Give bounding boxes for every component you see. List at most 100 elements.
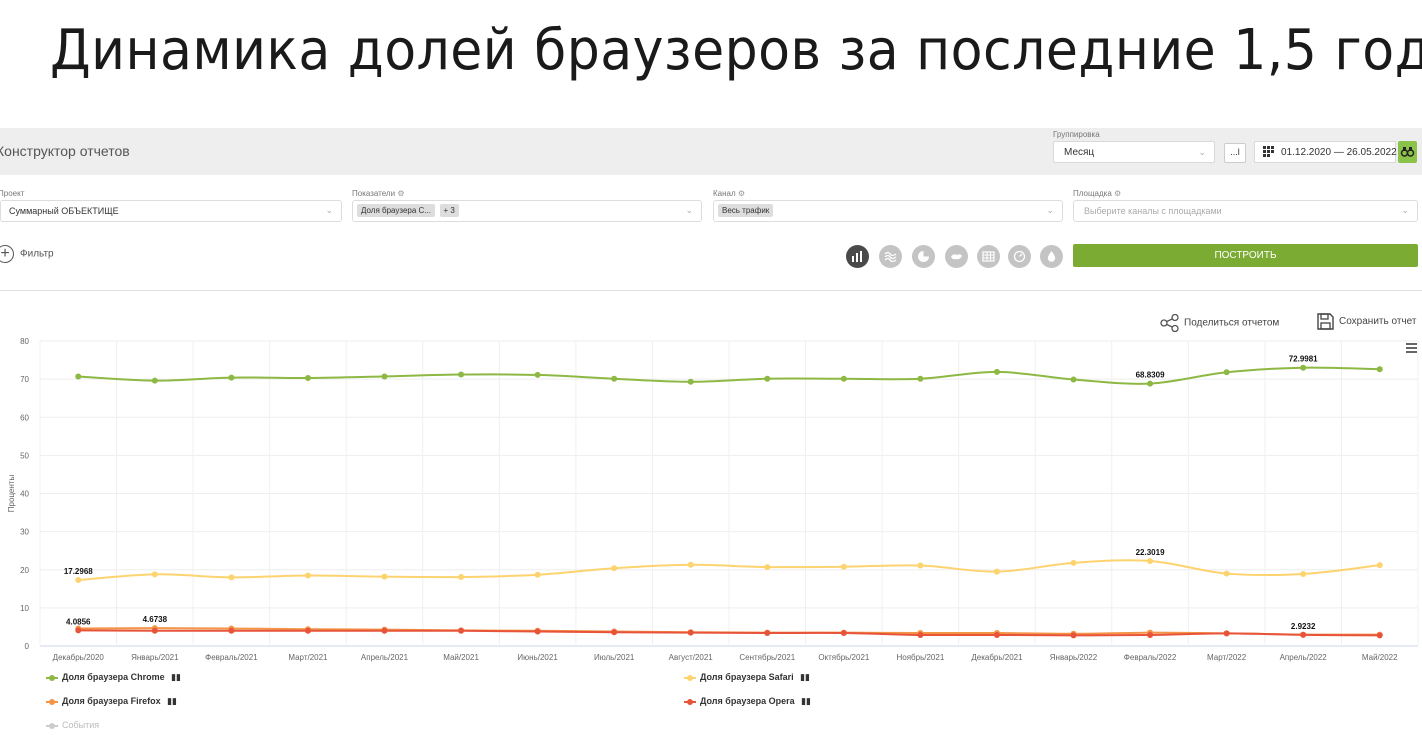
gauge-icon — [1013, 250, 1026, 263]
more-options-button[interactable]: ...l — [1224, 143, 1246, 163]
project-value: Суммарный ОБЪЕКТИЩЕ — [9, 206, 119, 216]
grouping-value: Месяц — [1064, 147, 1095, 158]
channel-select[interactable]: Весь трафик ⌄ — [713, 200, 1063, 222]
series-line-1 — [78, 559, 1380, 582]
data-point — [381, 573, 388, 580]
bar-chart-icon[interactable]: ▮▮ — [171, 672, 182, 683]
legend-marker — [684, 674, 696, 681]
bar-chart-icon[interactable]: ▮▮ — [167, 696, 178, 707]
data-point — [1223, 570, 1230, 577]
data-point — [1223, 369, 1230, 376]
date-range-picker[interactable]: 01.12.2020 — 26.05.2022 — [1254, 141, 1397, 163]
save-label: Сохранить отчет — [1339, 316, 1417, 328]
data-point — [764, 630, 771, 637]
share-icon — [1160, 313, 1179, 333]
y-tick-label: 80 — [20, 337, 29, 346]
view-gauge-button[interactable] — [1008, 245, 1031, 268]
y-tick-label: 50 — [20, 451, 29, 460]
data-point — [1147, 557, 1154, 564]
share-report-button[interactable]: Поделиться отчетом — [1160, 313, 1280, 333]
legend-safari[interactable]: Доля браузера Safari ▮▮ — [684, 672, 810, 683]
x-tick-label: Декабрь/2020 — [53, 653, 105, 662]
x-tick-label: Июнь/2021 — [517, 653, 558, 662]
data-point — [1376, 366, 1383, 373]
data-point — [1223, 630, 1230, 637]
legend-firefox[interactable]: Доля браузера Firefox ▮▮ — [46, 696, 177, 707]
floppy-disk-icon — [1317, 313, 1334, 330]
data-label: 4.0856 — [66, 617, 91, 626]
y-tick-label: 40 — [20, 490, 29, 499]
y-tick-label: 20 — [20, 566, 29, 575]
grouping-select[interactable]: Месяц ⌄ — [1053, 141, 1215, 163]
data-point — [151, 627, 158, 634]
data-point — [993, 568, 1000, 575]
y-tick-label: 10 — [20, 604, 29, 613]
metric-more-chip[interactable]: + 3 — [439, 204, 459, 217]
save-report-button[interactable]: Сохранить отчет — [1316, 312, 1416, 331]
data-point — [75, 373, 82, 380]
grouping-label: Группировка — [1053, 130, 1100, 139]
data-point — [687, 378, 694, 385]
channel-label: Канал ⚙ — [713, 189, 746, 198]
data-point — [1300, 570, 1307, 577]
x-tick-label: Сентябрь/2021 — [739, 653, 795, 662]
data-point — [75, 627, 82, 634]
project-select[interactable]: Суммарный ОБЪЕКТИЩЕ ⌄ — [0, 200, 342, 222]
chart-menu-icon[interactable] — [1406, 343, 1417, 353]
view-pie-chart-button[interactable] — [912, 245, 935, 268]
binoculars-icon — [1400, 147, 1415, 157]
platform-select[interactable]: Выберите каналы с площадками ⌄ — [1073, 200, 1418, 222]
add-filter-button[interactable]: + Фильтр — [0, 245, 54, 263]
metrics-select[interactable]: Доля браузера С... + 3 ⌄ — [352, 200, 702, 222]
x-tick-label: Май/2021 — [443, 653, 479, 662]
legend-chrome[interactable]: Доля браузера Chrome ▮▮ — [46, 672, 181, 683]
y-tick-label: 70 — [20, 375, 29, 384]
legend-marker — [46, 722, 58, 729]
legend-marker — [46, 674, 58, 681]
data-point — [917, 631, 924, 638]
data-point — [764, 375, 771, 382]
x-tick-label: Октябрь/2021 — [818, 653, 870, 662]
data-point — [1070, 559, 1077, 566]
view-area-chart-button[interactable] — [879, 245, 902, 268]
data-label: 68.8309 — [1136, 371, 1165, 380]
bar-chart-icon[interactable]: ▮▮ — [801, 696, 812, 707]
x-tick-label: Апрель/2022 — [1280, 653, 1328, 662]
view-combo-chart-button[interactable] — [846, 245, 869, 268]
bar-chart-icon[interactable]: ▮▮ — [800, 672, 811, 683]
data-point — [611, 629, 618, 636]
series-line-0 — [78, 366, 1380, 385]
data-point — [840, 375, 847, 382]
chart-type-icon — [852, 251, 862, 262]
x-tick-label: Август/2021 — [669, 653, 714, 662]
data-point — [1300, 631, 1307, 638]
x-tick-label: Январь/2022 — [1050, 653, 1098, 662]
data-label: 17.2968 — [64, 567, 93, 576]
filter-label: Фильтр — [20, 248, 54, 260]
legend-marker — [684, 698, 696, 705]
share-label: Поделиться отчетом — [1184, 317, 1280, 329]
data-point — [304, 374, 311, 381]
pie-icon — [918, 251, 929, 262]
legend-events[interactable]: События — [46, 720, 99, 730]
view-drop-button[interactable] — [1040, 245, 1063, 268]
metric-chip[interactable]: Доля браузера С... — [357, 204, 435, 217]
data-point — [1376, 632, 1383, 639]
view-table-button[interactable] — [977, 245, 1000, 268]
data-point — [458, 371, 465, 378]
chevron-down-icon: ⌄ — [685, 205, 693, 215]
build-button[interactable]: ПОСТРОИТЬ — [1073, 244, 1418, 267]
series-line-3 — [78, 629, 1380, 637]
data-point — [458, 627, 465, 634]
data-point — [840, 563, 847, 570]
legend-marker — [46, 698, 58, 705]
channel-chip[interactable]: Весь трафик — [718, 204, 774, 217]
x-tick-label: Март/2021 — [288, 653, 328, 662]
apply-date-button[interactable] — [1398, 141, 1417, 163]
x-tick-label: Февраль/2021 — [205, 653, 258, 662]
date-range-value: 01.12.2020 — 26.05.2022 — [1281, 147, 1397, 158]
legend-opera[interactable]: Доля браузера Opera ▮▮ — [684, 696, 811, 707]
chevron-down-icon: ⌄ — [1046, 205, 1054, 215]
y-tick-label: 0 — [25, 642, 30, 651]
view-map-button[interactable] — [945, 245, 968, 268]
